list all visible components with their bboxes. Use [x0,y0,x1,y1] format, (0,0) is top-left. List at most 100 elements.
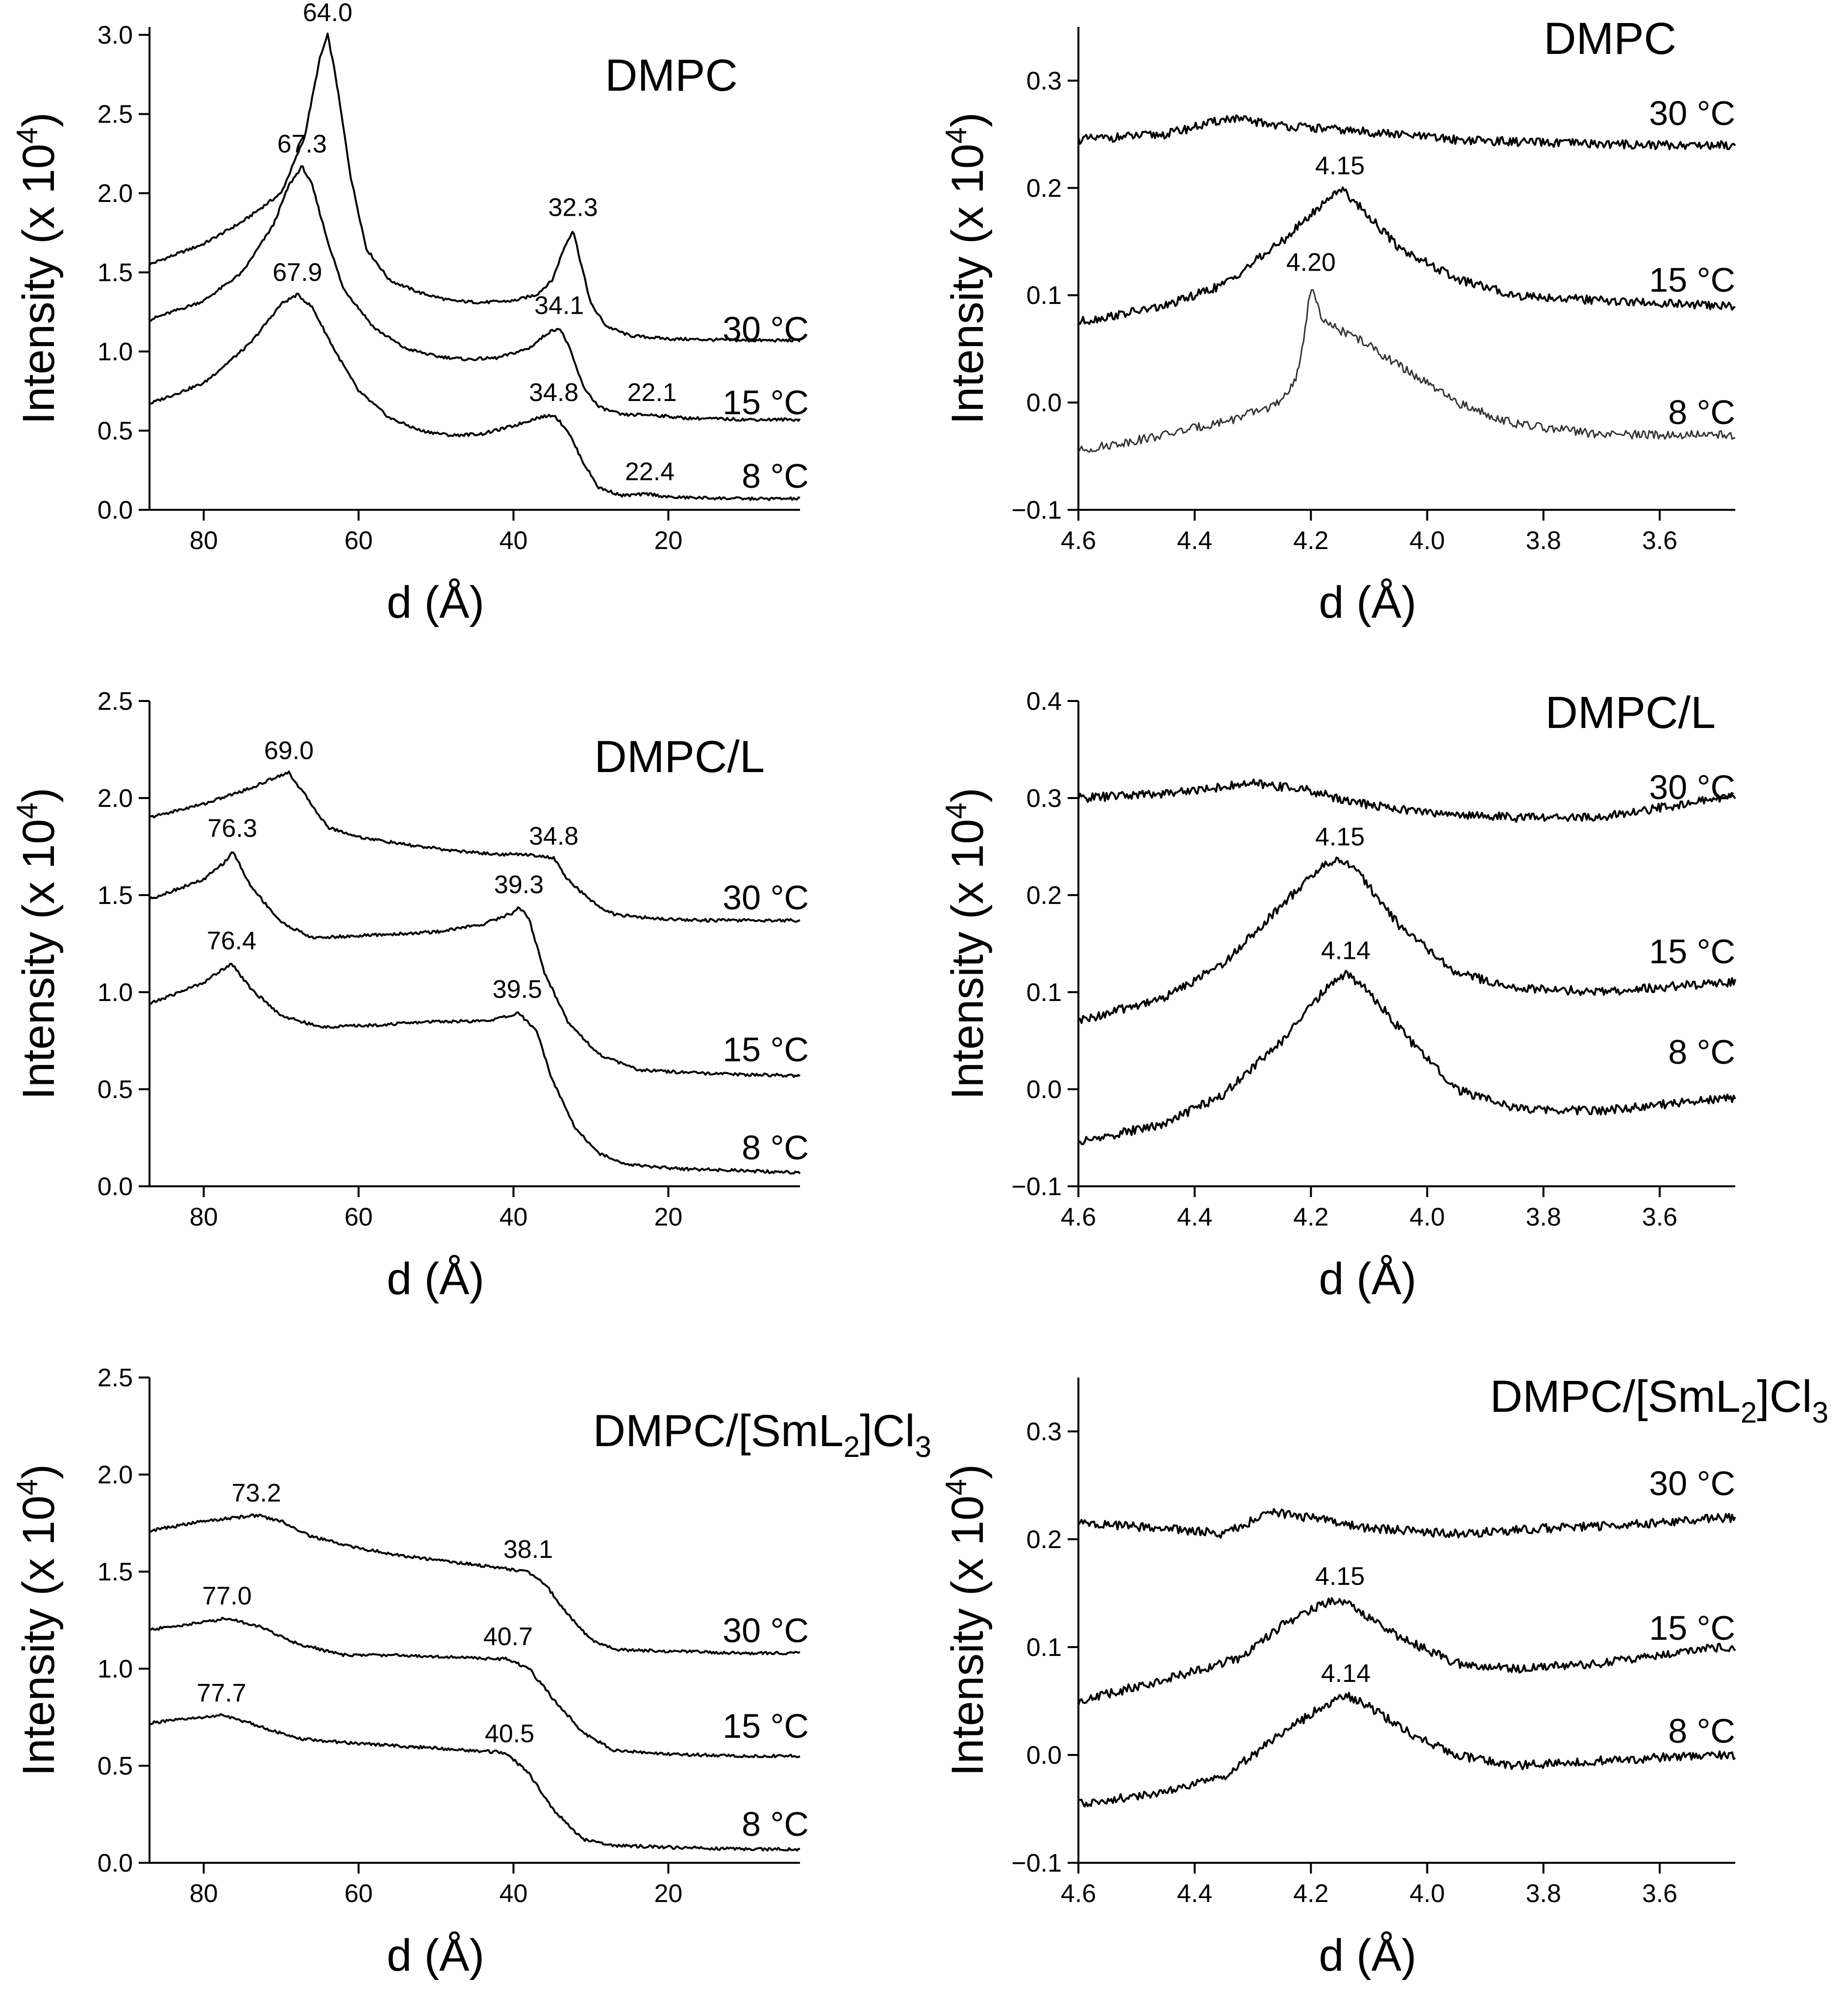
x-tick-label: 80 [190,1879,218,1908]
peak-annotation: 77.0 [202,1582,251,1610]
y-axis-title-exponent: 4 [11,802,44,819]
series-line-15C [1077,186,1736,325]
panel-p1: 80 60 40 20 0.0 0.5 1.0 1.5 2.0 2.5 3.0 d (Å) Intens… [11,0,809,627]
x-tick-label: 4.0 [1409,526,1445,555]
temperature-label: 15 °C [723,383,809,422]
temperature-label: 15 °C [1649,261,1735,299]
y-tick-label: 0.5 [98,1752,133,1780]
y-axis-title-end: ) [943,112,993,127]
series-line-15C [149,851,801,1078]
y-tick-label: 1.0 [98,338,133,366]
x-axis-title: d (Å) [387,1254,484,1304]
y-tick-label: 2.0 [98,1461,133,1489]
x-tick-label: 80 [190,526,218,555]
panel-title-text: DMPC/L [1545,688,1716,738]
panel-title-text: DMPC [1544,14,1676,64]
panel-title: DMPC/L [594,732,765,782]
y-tick-label: 0.3 [1026,67,1062,95]
peak-annotation: 64.0 [303,0,352,27]
temperature-label: 30 °C [723,1611,809,1650]
y-tick-label: 0.0 [1026,1741,1062,1770]
temperature-label: 15 °C [723,1030,809,1069]
series-line-30C [1077,114,1736,150]
panel-title-text: DMPC/L [594,732,765,782]
peak-annotation: 34.8 [529,378,578,407]
peak-annotation: 69.0 [264,737,314,765]
peak-annotation: 34.8 [529,822,578,851]
y-tick-label: 0.0 [1026,389,1062,417]
y-axis-title-exponent: 4 [940,1479,973,1495]
y-tick-label: 0.1 [1026,1633,1062,1662]
x-tick-label: 3.6 [1642,1203,1677,1231]
y-axis-title-main: Intensity (x 10 [943,144,993,425]
x-tick-label: 40 [499,1879,528,1908]
y-axis-title: Intensity (x 104) [11,112,64,425]
series-line-8C [149,293,800,501]
peak-annotation: 40.5 [485,1720,534,1748]
temperature-label: 8 °C [1668,393,1735,431]
x-tick-label: 20 [654,1203,683,1231]
temperature-label: 8 °C [742,1805,809,1843]
x-tick-label: 4.0 [1409,1879,1445,1908]
y-tick-label: 2.5 [98,100,133,129]
series-line-8C [1077,289,1736,453]
y-tick-label: 0.1 [1026,281,1062,310]
x-tick-label: 3.8 [1526,1203,1561,1231]
y-tick-label: 2.0 [98,784,133,813]
panel-title-subscript: 3 [915,1430,931,1463]
y-tick-label: 1.5 [98,881,133,910]
peak-annotation: 4.15 [1315,151,1365,180]
y-tick-label: 1.0 [98,978,133,1007]
y-tick-label: 0.2 [1026,881,1062,910]
peak-annotation: 4.15 [1315,823,1365,851]
temperature-label: 8 °C [742,1128,809,1167]
x-tick-label: 4.6 [1061,1203,1096,1231]
x-tick-label: 4.6 [1061,1879,1096,1908]
peak-annotation: 40.7 [483,1623,533,1651]
temperature-label: 30 °C [1649,94,1735,132]
peak-annotation: 38.1 [503,1535,553,1564]
series-line-8C [149,1713,800,1852]
panel-title-text: DMPC [605,50,738,100]
x-axis-title: d (Å) [1319,1254,1416,1304]
y-tick-label: 1.5 [98,1558,133,1586]
x-tick-label: 4.4 [1177,1203,1212,1231]
x-tick-label: 60 [345,1203,373,1231]
y-tick-label: 0.1 [1026,978,1062,1007]
x-tick-label: 4.4 [1177,526,1212,555]
y-axis-title-end: ) [14,1464,64,1479]
y-axis-title-end: ) [943,1464,993,1479]
peak-annotation: 4.14 [1321,936,1371,965]
x-tick-label: 40 [499,1203,528,1231]
y-tick-label: 0.0 [1026,1076,1062,1104]
panel-title: DMPC/[SmL2]Cl3 [1490,1372,1828,1429]
x-tick-label: 3.8 [1526,526,1561,555]
y-tick-label: 1.0 [98,1655,133,1683]
y-axis-title-main: Intensity (x 10 [14,144,64,425]
peak-annotation: 77.7 [197,1679,246,1707]
y-axis-title-end: ) [943,788,993,803]
series-line-15C [149,1617,800,1758]
y-tick-label: 2.5 [98,687,133,716]
peak-annotation: 32.3 [549,193,598,222]
series-line-30C [149,32,801,343]
y-axis-title: Intensity (x 104) [940,112,993,425]
y-tick-label: 3.0 [98,21,133,50]
y-tick-label: 0.3 [1026,1418,1062,1446]
panel-p5: 80 60 40 20 0.0 0.5 1.0 1.5 2.0 2.5 d (Å) Intensity… [11,1364,931,1980]
series-line-30C [149,1513,800,1656]
peak-annotation: 76.3 [207,814,257,843]
x-tick-label: 4.2 [1293,1203,1328,1231]
x-tick-label: 4.4 [1177,1879,1212,1908]
y-tick-label: 0.4 [1026,687,1062,716]
panel-p2: 4.6 4.4 4.2 4.0 3.8 3.6 −0.1 0.0 0.1 0.2 0.3 d (Å) I… [940,14,1736,627]
y-axis-title-exponent: 4 [940,127,973,144]
panel-title-subscript: 2 [1741,1396,1757,1429]
y-axis-title-exponent: 4 [11,127,44,144]
y-tick-label: 0.3 [1026,784,1062,813]
series-line-15C [149,165,801,422]
y-axis-title-main: Intensity (x 10 [14,1496,64,1777]
panel-title: DMPC [1544,14,1676,64]
series-line-8C [149,963,801,1175]
